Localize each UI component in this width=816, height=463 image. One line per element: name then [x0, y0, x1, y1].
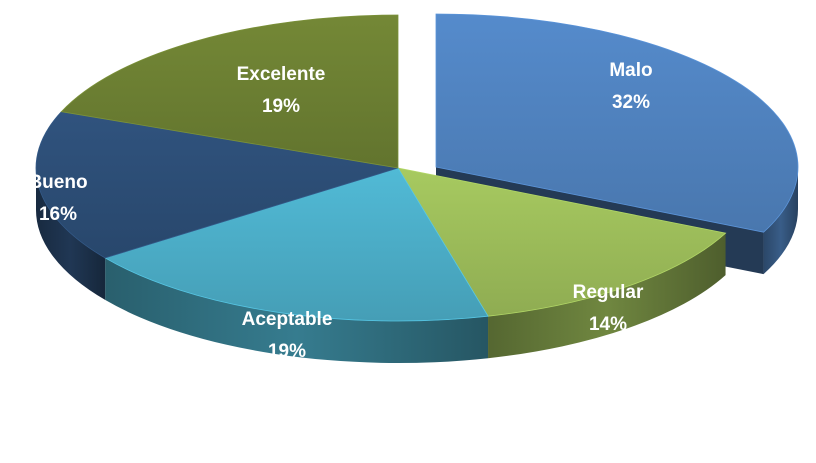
slice-percent-malo: 32%	[612, 92, 650, 113]
slice-label-excelente: Excelente	[237, 64, 326, 85]
slice-malo	[435, 13, 799, 233]
slice-percent-bueno: 16%	[39, 204, 77, 225]
slice-percent-aceptable: 19%	[268, 341, 306, 362]
pie-top-layer	[35, 13, 799, 322]
slice-side-aceptable	[105, 257, 489, 364]
slice-regular	[397, 167, 727, 317]
slice-excelente	[60, 14, 399, 169]
slice-side-bueno	[35, 168, 106, 300]
slice-side-regular	[488, 233, 726, 359]
slice-label-malo: Malo	[609, 60, 652, 81]
slice-bueno	[35, 111, 399, 259]
slice-label-aceptable: Aceptable	[242, 309, 333, 330]
slice-label-regular: Regular	[573, 282, 644, 303]
slice-side-malo	[763, 167, 798, 275]
slice-label-bueno: Bueno	[28, 172, 87, 193]
slice-aceptable	[104, 167, 489, 322]
slice-percent-regular: 14%	[589, 314, 627, 335]
slice-percent-excelente: 19%	[262, 96, 300, 117]
pie-label-layer: Malo 32% Regular 14% Aceptable 19% Bueno 16% Exc…	[28, 60, 652, 362]
